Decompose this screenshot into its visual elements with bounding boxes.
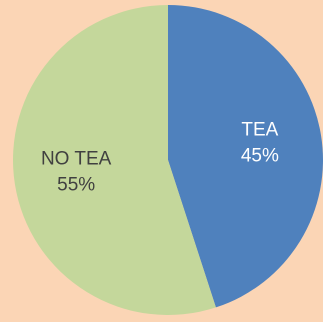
slice-value-no-tea: 55% <box>57 175 95 196</box>
pie-slice-no-tea <box>12 5 216 315</box>
slice-label-no-tea: NO TEA <box>41 149 112 170</box>
slice-label-tea: TEA <box>241 119 278 140</box>
pie-labels: TEA 45% NO TEA 55% <box>41 119 279 195</box>
pie-slice-tea <box>168 5 323 308</box>
slice-value-tea: 45% <box>241 145 279 166</box>
pie-slices <box>12 5 323 315</box>
